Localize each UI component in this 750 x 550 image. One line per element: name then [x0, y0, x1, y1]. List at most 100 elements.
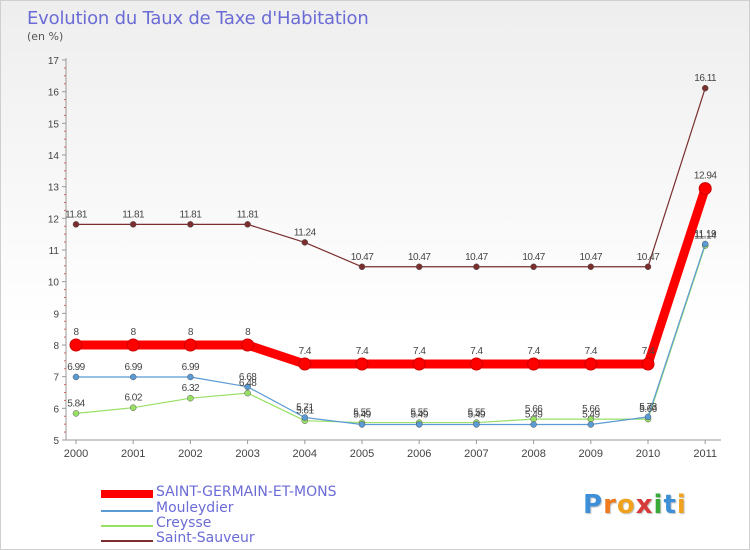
data-label: 5.66 [639, 404, 657, 415]
data-label: 8 [131, 327, 137, 338]
data-label: 8 [73, 327, 79, 338]
data-label: 5.71 [296, 403, 314, 414]
data-label: 7.4 [585, 346, 598, 357]
data-label: 6.99 [182, 362, 200, 373]
data-point [126, 338, 140, 352]
data-label: 6.99 [124, 362, 142, 373]
legend-swatch [101, 510, 153, 512]
logo-letter: r [603, 490, 617, 520]
y-tick-label: 10 [48, 278, 60, 289]
logo-letter: x [635, 490, 654, 520]
data-label: 5.73 [639, 402, 657, 413]
data-point [244, 389, 251, 397]
data-point [644, 263, 652, 271]
logo-letter: i [676, 490, 687, 520]
data-point [358, 263, 366, 271]
y-tick-label: 8 [53, 341, 59, 352]
data-label: 7.4 [356, 346, 369, 357]
logo-letter: P [583, 490, 604, 520]
data-point [469, 357, 483, 371]
y-tick-label: 17 [48, 56, 60, 67]
data-point [641, 357, 655, 371]
data-point [183, 338, 197, 352]
data-point [187, 221, 194, 228]
data-point [187, 394, 194, 402]
data-point [415, 263, 423, 271]
data-point [72, 221, 80, 228]
x-tick-label: 2011 [693, 448, 717, 460]
legend-swatch [101, 490, 153, 498]
series-line-3 [75, 87, 706, 268]
x-tick-label: 2010 [636, 448, 660, 460]
data-point [587, 421, 595, 428]
y-tick-label: 14 [48, 151, 60, 162]
proxiti-logo: Proxiti [583, 490, 687, 520]
data-point [244, 221, 251, 228]
data-point [530, 263, 537, 271]
x-tick-label: 2000 [64, 448, 88, 460]
data-label: 6.68 [239, 372, 257, 383]
x-tick-label: 2006 [407, 448, 431, 460]
data-point [129, 404, 137, 411]
legend-label: Creysse [156, 515, 212, 531]
data-point [701, 84, 709, 92]
data-label: 11.81 [237, 209, 260, 220]
data-point [69, 338, 83, 352]
data-point [530, 421, 537, 428]
data-label: 5.55 [353, 408, 371, 419]
data-point [644, 413, 652, 421]
data-point [244, 383, 251, 391]
y-tick-label: 13 [48, 183, 60, 194]
data-label: 5.49 [410, 409, 428, 420]
data-point [587, 263, 595, 271]
y-tick-label: 6 [53, 404, 59, 415]
legend-label: Mouleydier [156, 500, 234, 516]
y-tick-label: 12 [48, 214, 60, 225]
data-label: 7.4 [470, 346, 483, 357]
chart-title: Evolution du Taux de Taxe d'Habitation [27, 8, 369, 29]
data-point [584, 357, 598, 371]
data-label: 5.66 [525, 404, 543, 415]
data-point [473, 421, 480, 428]
data-label: 11.81 [180, 209, 203, 220]
data-label: 6.02 [124, 393, 142, 404]
x-tick-label: 2007 [464, 448, 488, 460]
legend-label: SAINT-GERMAIN-ET-MONS [156, 484, 337, 500]
data-label: 5.66 [582, 404, 600, 415]
data-point [301, 414, 309, 421]
data-point [355, 357, 369, 371]
data-point [72, 373, 80, 381]
legend-label: Saint-Sauveur [156, 530, 255, 546]
data-label: 6.48 [239, 378, 257, 389]
data-label: 11.24 [294, 227, 317, 238]
data-label: 8 [188, 327, 194, 338]
data-label: 6.32 [182, 383, 200, 394]
logo-letter: i [653, 490, 664, 520]
data-point [129, 221, 137, 228]
data-label: 5.55 [410, 408, 428, 419]
data-label: 16.11 [694, 73, 717, 84]
data-label: 5.49 [468, 409, 486, 420]
y-tick-label: 5 [53, 436, 59, 447]
x-tick-label: 2002 [178, 448, 202, 460]
data-label: 11.14 [694, 231, 717, 242]
y-tick-label: 16 [48, 88, 60, 99]
data-label: 10.47 [351, 252, 374, 263]
data-point [412, 357, 426, 371]
data-label: 10.47 [408, 252, 431, 263]
data-label: 10.47 [580, 252, 603, 263]
data-point [527, 357, 541, 371]
data-point [187, 373, 194, 381]
x-tick-label: 2008 [521, 448, 545, 460]
data-label: 7.4 [299, 346, 312, 357]
data-label: 5.49 [353, 409, 371, 420]
data-label: 10.47 [465, 252, 488, 263]
logo-letter: t [663, 490, 677, 520]
logo-letter: o [616, 490, 636, 520]
data-label: 11.19 [694, 229, 717, 240]
x-tick-label: 2001 [121, 448, 145, 460]
y-tick-label: 11 [49, 246, 60, 257]
x-tick-label: 2009 [579, 448, 603, 460]
